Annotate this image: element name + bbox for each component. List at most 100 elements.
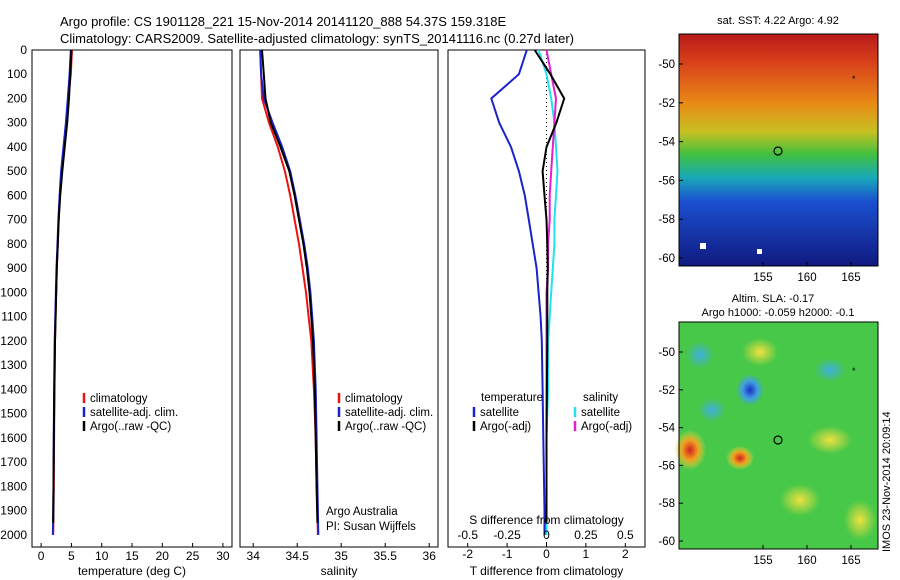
- depth-tick-label: 700: [7, 213, 27, 227]
- lat-tick-label: -56: [658, 175, 675, 187]
- lat-tick-label: -56: [658, 460, 675, 472]
- legend-label: satellite-adj. clim.: [345, 407, 433, 419]
- depth-tick-label: 1900: [0, 504, 27, 518]
- legend-label: satellite: [480, 407, 519, 419]
- legend-label: satellite: [581, 407, 620, 419]
- sla-eddy: [736, 374, 764, 406]
- sla-map-frame: [678, 321, 879, 550]
- temperature-axis-tick-label: 20: [156, 549, 170, 563]
- sst-map-frame: [678, 33, 879, 267]
- temperature-axis-tick-label: 30: [216, 549, 230, 563]
- legend-title-temperature: temperature: [481, 392, 543, 404]
- salinity-axis-label: salinity: [321, 564, 358, 578]
- legend-label: satellite-adj. clim.: [90, 407, 178, 419]
- s-difference-tick-label: -0.5: [457, 528, 478, 542]
- sla-eddy: [780, 484, 820, 516]
- legend-title-salinity: salinity: [583, 392, 618, 404]
- s-difference-tick-label: -0.25: [493, 528, 521, 542]
- difference-axis-tick-label: 1: [583, 547, 590, 561]
- depth-tick-label: 900: [7, 261, 27, 275]
- difference-axis-tick-label: -2: [462, 547, 473, 561]
- lon-tick-label: 160: [797, 555, 816, 567]
- legend-label: climatology: [345, 393, 403, 405]
- depth-tick-label: 1500: [0, 407, 27, 421]
- lon-tick-label: 165: [841, 272, 860, 284]
- depth-tick-label: 500: [7, 164, 27, 178]
- depth-tick-label: 1600: [0, 431, 27, 445]
- sst-map: sat. SST: 4.22 Argo: 4.92 * -50 -52 -54 -56…: [658, 15, 879, 284]
- depth-tick-label: 100: [7, 67, 27, 81]
- temperature-axis-tick-label: 25: [186, 549, 200, 563]
- temperature-panel: [31, 49, 233, 548]
- depth-tick-label: 2000: [0, 528, 27, 542]
- lat-tick-label: -50: [658, 347, 675, 359]
- figure-title-line1: Argo profile: CS 1901128_221 15-Nov-2014…: [60, 14, 507, 29]
- sla-eddy: [698, 398, 726, 422]
- lat-tick-label: -58: [658, 498, 675, 510]
- lat-tick-label: -54: [658, 137, 675, 149]
- sst-cloud-patch: [700, 243, 706, 249]
- sst-field: [679, 34, 878, 266]
- sla-map-title2: Argo h1000: -0.059 h2000: -0.1: [702, 307, 855, 319]
- series-line-satellite: [490, 49, 546, 535]
- legend-label: Argo(..raw -QC): [90, 421, 171, 433]
- series-line-argo-raw-qc-: [261, 49, 319, 523]
- argo-position-marker: [773, 435, 783, 445]
- lat-tick-label: -58: [658, 214, 675, 226]
- temperature-axis-tick-label: 0: [38, 549, 45, 563]
- sla-eddy: [814, 358, 846, 382]
- source-note-2: PI: Susan Wijffels: [326, 521, 416, 533]
- depth-tick-label: 1100: [1, 310, 27, 324]
- lon-tick-label: 160: [797, 272, 816, 284]
- legend-label: Argo(..raw -QC): [345, 421, 426, 433]
- depth-tick-label: 300: [7, 116, 27, 130]
- argo-position-marker: [773, 146, 783, 156]
- s-difference-tick-label: 0.25: [574, 528, 598, 542]
- legend-label: Argo(-adj): [581, 421, 632, 433]
- temperature-axis-tick-label: 5: [68, 549, 75, 563]
- lat-tick-label: -54: [658, 423, 675, 435]
- salinity-axis-tick-label: 35.5: [374, 549, 398, 563]
- lon-tick-label: 165: [841, 555, 860, 567]
- sla-eddy: [844, 500, 876, 540]
- sla-eddy: [808, 426, 852, 454]
- depth-tick-label: 1400: [0, 382, 27, 396]
- lon-tick-label: 155: [753, 555, 772, 567]
- float-track-marker: *: [852, 366, 856, 376]
- difference-axis-tick-label: 0: [543, 547, 550, 561]
- temperature-axis-tick-label: 10: [95, 549, 109, 563]
- s-difference-tick-label: 0.5: [617, 528, 634, 542]
- temperature-axis-label: temperature (deg C): [78, 564, 186, 578]
- legend-label: climatology: [90, 393, 148, 405]
- sla-map: Altim. SLA: -0.17 Argo h1000: -0.059 h20…: [658, 293, 879, 567]
- depth-tick-label: 0: [20, 43, 27, 57]
- lat-tick-label: -50: [658, 59, 675, 71]
- lat-tick-label: -60: [658, 536, 675, 548]
- series-line-argo-raw-qc-: [52, 49, 73, 523]
- depth-tick-label: 1300: [0, 358, 27, 372]
- depth-tick-label: 200: [7, 91, 27, 105]
- temperature-axis-tick-label: 15: [125, 549, 139, 563]
- lat-tick-label: -52: [658, 385, 675, 397]
- lon-tick-label: 155: [753, 272, 772, 284]
- lat-tick-label: -60: [658, 253, 675, 265]
- legend-label: Argo(-adj): [480, 421, 531, 433]
- sla-map-title1: Altim. SLA: -0.17: [732, 293, 815, 305]
- depth-tick-label: 400: [7, 140, 27, 154]
- difference-axis-tick-label: 2: [622, 547, 629, 561]
- sst-map-title: sat. SST: 4.22 Argo: 4.92: [717, 15, 839, 27]
- t-difference-axis-label: T difference from climatology: [470, 564, 624, 578]
- imos-timestamp: IMOS 23-Nov-2014 20:09:14: [881, 411, 893, 552]
- profile-panels: 0100200300400500600700800900100011001200…: [0, 43, 646, 578]
- salinity-axis-tick-label: 36: [423, 549, 437, 563]
- sla-eddy: [674, 430, 706, 470]
- s-difference-axis-label: S difference from climatology: [469, 513, 624, 527]
- difference-axis-tick-label: -1: [502, 547, 513, 561]
- sst-cloud-patch: [757, 249, 762, 254]
- sla-eddy: [726, 446, 754, 470]
- depth-tick-label: 600: [7, 188, 27, 202]
- salinity-axis-tick-label: 35: [335, 549, 349, 563]
- lat-tick-label: -52: [658, 98, 675, 110]
- figure-title-line2: Climatology: CARS2009. Satellite-adjuste…: [60, 31, 574, 46]
